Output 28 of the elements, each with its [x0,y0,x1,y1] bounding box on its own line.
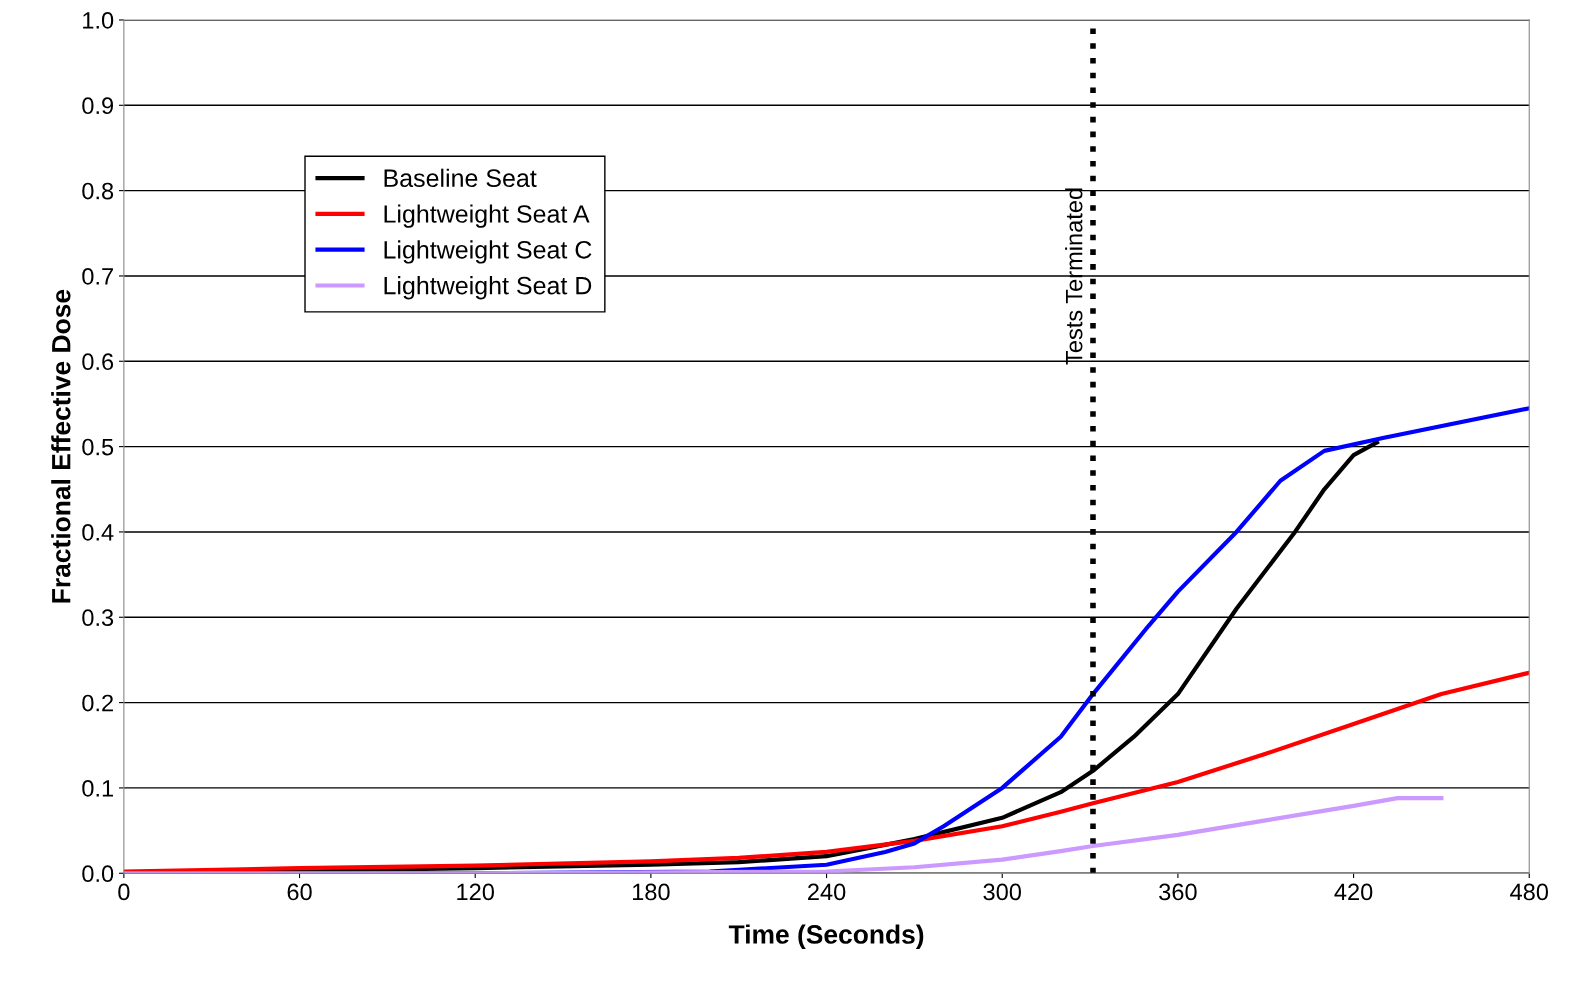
x-tick-label: 300 [983,883,1021,901]
y-tick-label: 0.8 [82,182,114,200]
x-axis-title: Time (Seconds) [728,924,924,950]
y-axis-title: Fractional Effective Dose [51,289,71,603]
y-tick-label: 0.9 [82,97,114,115]
y-tick-label: 0.3 [82,609,114,627]
x-tick-label: 0 [118,883,130,901]
x-tick-label: 360 [1159,883,1197,901]
legend-label: Baseline Seat [384,168,537,188]
y-tick-label: 0.4 [82,524,114,541]
y-tick-label: 1.0 [83,12,114,29]
y-tick-label: 0.0 [82,865,114,883]
x-tick-label: 120 [457,883,494,901]
y-tick-label: 0.7 [82,268,113,285]
y-tick-label: 0.5 [82,438,114,456]
y-tick-label: 0.2 [82,694,113,712]
legend-label: Lightweight Seat D [384,276,592,300]
line-series [123,796,1444,874]
x-tick-label: 480 [1510,883,1549,901]
x-tick-label: 420 [1334,883,1373,901]
y-tick-label: 0.6 [82,353,114,371]
y-tick-label: 0.1 [82,779,113,797]
legend-label: Lightweight Seat C [384,240,592,264]
ref-line-label: Tests Terminated [1065,188,1083,365]
x-tick-label: 240 [808,883,846,901]
x-tick-label: 180 [632,883,670,901]
x-tick-label: 60 [287,883,312,901]
legend-label: Lightweight Seat A [384,204,590,228]
